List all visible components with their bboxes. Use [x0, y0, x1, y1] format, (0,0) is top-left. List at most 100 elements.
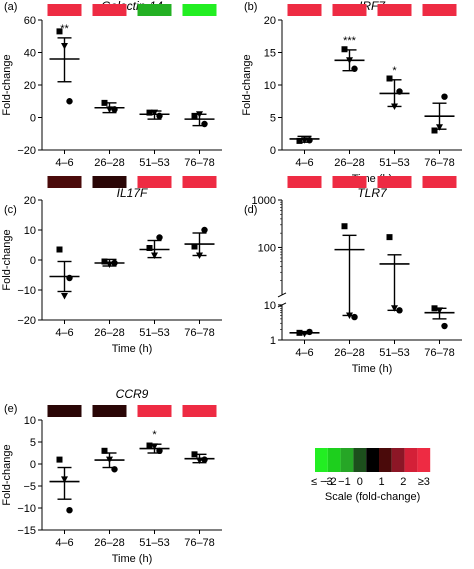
significance-label: * [392, 65, 397, 77]
data-point-circle [111, 466, 118, 473]
data-point-circle [66, 274, 73, 282]
data-point-triangle [106, 456, 113, 464]
data-point-triangle [196, 111, 203, 118]
data-point-circle [351, 313, 358, 321]
heat-cell [422, 176, 457, 188]
y-tick-label: −5 [23, 481, 36, 493]
x-tick-label: 51–53 [139, 537, 170, 549]
data-point-triangle [346, 57, 353, 64]
heat-cell [137, 176, 172, 188]
data-point-square [431, 305, 438, 312]
heat-cell [332, 176, 367, 188]
data-point-triangle [196, 252, 203, 259]
data-point-circle [156, 112, 163, 120]
y-tick-label: 10 [24, 225, 36, 237]
y-axis-label: Fold-change [241, 54, 253, 115]
data-point-square [191, 112, 198, 119]
scale-tick-label: ≥3 [418, 476, 430, 488]
data-point-circle [351, 65, 358, 72]
data-point-circle [201, 456, 208, 463]
scale-swatch [340, 448, 354, 472]
data-point-square [191, 243, 198, 250]
x-tick-label: 76–78 [184, 157, 215, 169]
x-tick-label: 76–78 [424, 157, 455, 169]
y-tick-label: 0 [30, 113, 36, 125]
x-tick-label: 4–6 [55, 537, 73, 549]
data-point-square [296, 137, 303, 144]
heat-cell [92, 405, 127, 417]
data-point-circle [66, 98, 73, 105]
data-point-circle [396, 307, 403, 314]
y-axis-label: Fold-change [1, 444, 13, 505]
y-tick-label: 20 [24, 195, 36, 207]
x-axis-label: Time (h) [112, 343, 153, 355]
data-point-square [341, 223, 348, 230]
panel-title: CCR9 [116, 387, 149, 401]
panel-label: (d) [244, 204, 257, 216]
x-tick-label: 4–6 [295, 347, 313, 359]
heat-cell [377, 4, 412, 16]
scale-tick-label: 1 [378, 476, 384, 488]
y-tick-label: 20 [24, 80, 36, 92]
significance-label: *** [343, 35, 357, 47]
data-point-square [146, 442, 153, 449]
y-tick-label: 5 [270, 113, 276, 125]
heat-cell [332, 4, 367, 16]
data-point-triangle [61, 293, 68, 300]
x-tick-label: 51–53 [379, 347, 410, 359]
data-point-triangle [436, 124, 443, 131]
data-point-square [431, 127, 438, 134]
x-tick-label: 4–6 [295, 157, 313, 169]
significance-label: * [152, 429, 157, 441]
heat-cell [182, 4, 217, 16]
data-point-circle [66, 507, 73, 514]
data-point-triangle [391, 305, 398, 312]
data-point-circle [306, 137, 313, 144]
x-axis-label: Time (h) [352, 363, 393, 375]
heat-cell [137, 405, 172, 417]
scale-swatch [327, 448, 341, 472]
scale-swatch [404, 448, 418, 472]
y-tick-label: 15 [264, 48, 276, 60]
scale-title: Scale (fold-change) [325, 491, 420, 503]
heat-cell [47, 176, 82, 188]
data-point-triangle [301, 137, 308, 144]
heat-cell [137, 4, 172, 16]
heat-cell [182, 176, 217, 188]
significance-label: ** [60, 23, 69, 35]
x-tick-label: 51–53 [379, 157, 410, 169]
y-tick-label: 1000 [252, 195, 276, 207]
heat-cell [287, 176, 322, 188]
data-point-triangle [151, 109, 158, 117]
x-tick-label: 76–78 [184, 327, 215, 339]
x-tick-label: 51–53 [139, 157, 170, 169]
data-point-circle [306, 328, 313, 336]
data-point-triangle [346, 312, 353, 319]
heat-cell [182, 405, 217, 417]
heat-cell [92, 4, 127, 16]
data-point-triangle [196, 457, 203, 464]
scale-swatch [391, 448, 405, 472]
data-point-triangle [106, 106, 113, 113]
scale-swatch [379, 448, 392, 472]
data-point-square [56, 456, 63, 463]
data-point-circle [111, 259, 118, 267]
data-point-triangle [151, 252, 158, 259]
panel-title: IL17F [117, 186, 148, 200]
y-tick-label: −15 [17, 525, 36, 537]
x-tick-label: 4–6 [55, 157, 73, 169]
y-tick-label: 0 [30, 459, 36, 471]
scale-swatch [315, 448, 328, 472]
x-tick-label: 26–28 [334, 347, 365, 359]
y-tick-label: 0 [30, 255, 36, 267]
y-tick-label: −10 [17, 503, 36, 515]
y-tick-label: 5 [30, 437, 36, 449]
data-point-circle [111, 106, 118, 113]
color-scale-legend: ≤ −3−2 −1 0 1 2 ≥3 Scale (fold-change) [311, 448, 431, 503]
scale-tick-label: −1 [338, 476, 351, 488]
data-point-triangle [391, 103, 398, 110]
data-point-square [56, 28, 63, 35]
y-tick-label: −20 [17, 145, 36, 157]
data-point-square [386, 75, 393, 82]
